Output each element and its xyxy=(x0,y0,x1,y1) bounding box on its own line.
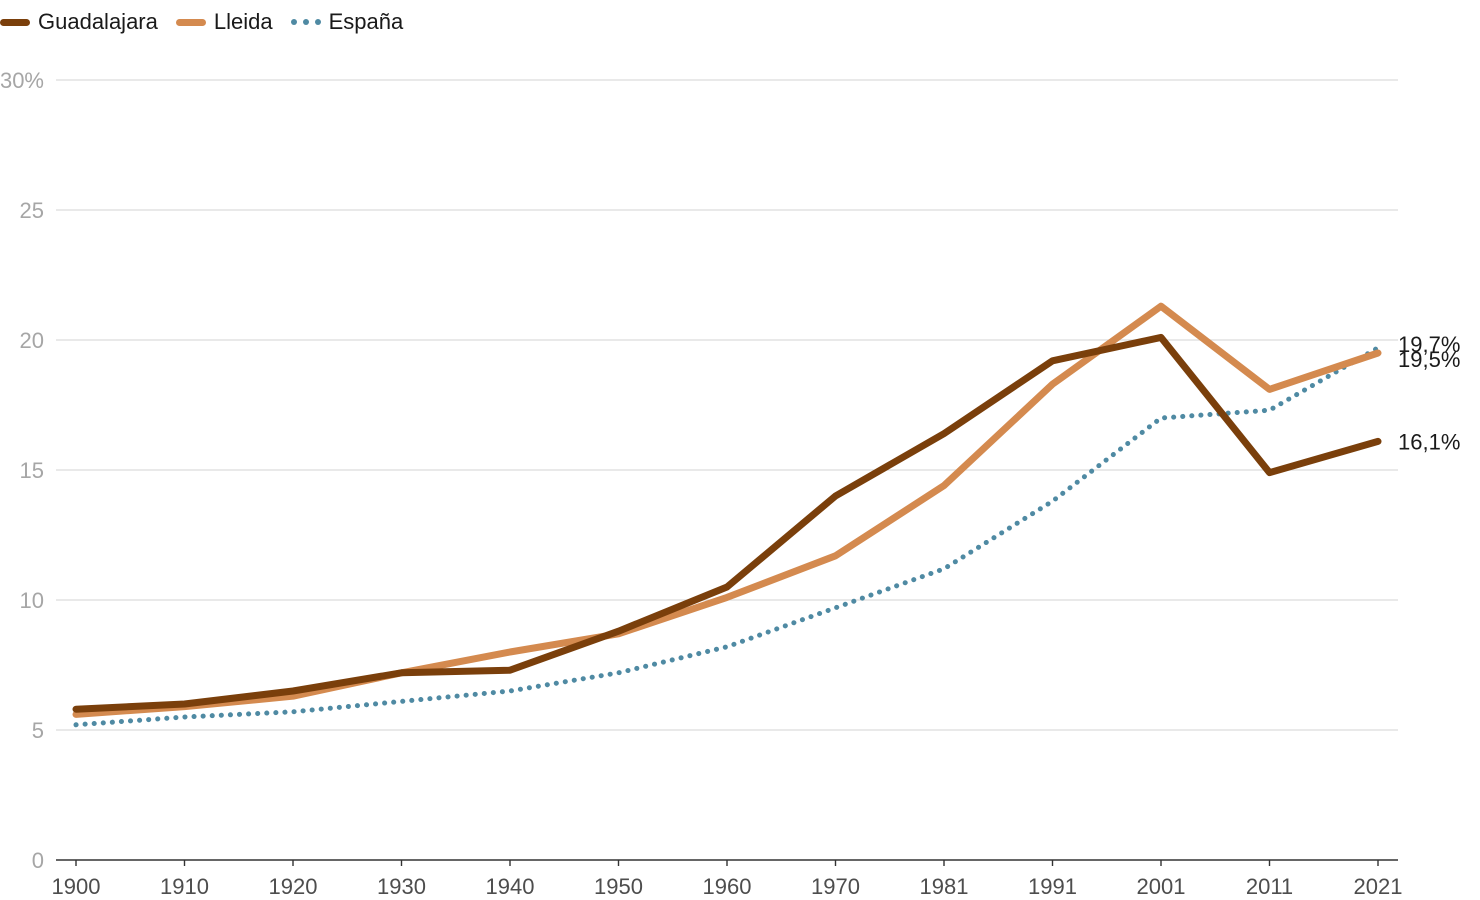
y-tick-label: 0 xyxy=(32,848,44,873)
legend-label-lleida: Lleida xyxy=(213,9,273,34)
end-label-espana: 19,7% xyxy=(1398,332,1460,357)
end-label-guadalajara: 16,1% xyxy=(1398,429,1460,454)
y-tick-label: 30% xyxy=(0,68,44,93)
series-line-lleida xyxy=(72,302,1382,718)
x-tick-label: 1900 xyxy=(52,874,101,899)
y-tick-label: 20 xyxy=(20,328,44,353)
legend-item-espana: España xyxy=(290,9,404,35)
end-labels: 16,1% 19,5%19,7% xyxy=(1398,332,1460,455)
gridlines xyxy=(56,79,1398,731)
y-tick-label: 10 xyxy=(20,588,44,613)
y-tick-label: 25 xyxy=(20,198,44,223)
legend-label-guadalajara: Guadalajara xyxy=(38,9,158,34)
x-tick-label: 1981 xyxy=(920,874,969,899)
y-tick-label: 5 xyxy=(32,718,44,743)
axes: 0 5 10 15 20 25 30% 1900 1910 1920 1930 1940 1950 196… xyxy=(0,68,1402,899)
legend-item-lleida: Lleida xyxy=(175,9,273,35)
legend-swatch-guadalajara xyxy=(0,18,30,26)
legend-label-espana: España xyxy=(328,9,404,34)
x-tick-label: 2011 xyxy=(1246,874,1293,899)
legend-swatch-lleida xyxy=(175,18,206,26)
x-tick-label: 1940 xyxy=(486,874,535,899)
x-tick-label: 1930 xyxy=(377,874,426,899)
x-tick-label: 1960 xyxy=(703,874,752,899)
legend-item-guadalajara: Guadalajara xyxy=(0,9,158,35)
y-tick-label: 15 xyxy=(20,458,44,483)
x-tick-label: 1991 xyxy=(1028,874,1077,899)
x-tick-label: 1910 xyxy=(160,874,209,899)
legend-swatch-espana xyxy=(290,19,321,25)
x-tick-label: 1970 xyxy=(811,874,860,899)
series-line-espana xyxy=(73,345,1381,728)
legend: Guadalajara Lleida España xyxy=(0,6,403,38)
x-tick-label: 2001 xyxy=(1137,874,1186,899)
end-label-lleida: 19,5% xyxy=(1398,347,1460,372)
x-tick-label: 2021 xyxy=(1354,874,1403,899)
series-lines xyxy=(72,302,1382,728)
x-tick-label: 1950 xyxy=(594,874,643,899)
series-line-guadalajara xyxy=(72,333,1382,713)
x-tick-label: 1920 xyxy=(269,874,318,899)
